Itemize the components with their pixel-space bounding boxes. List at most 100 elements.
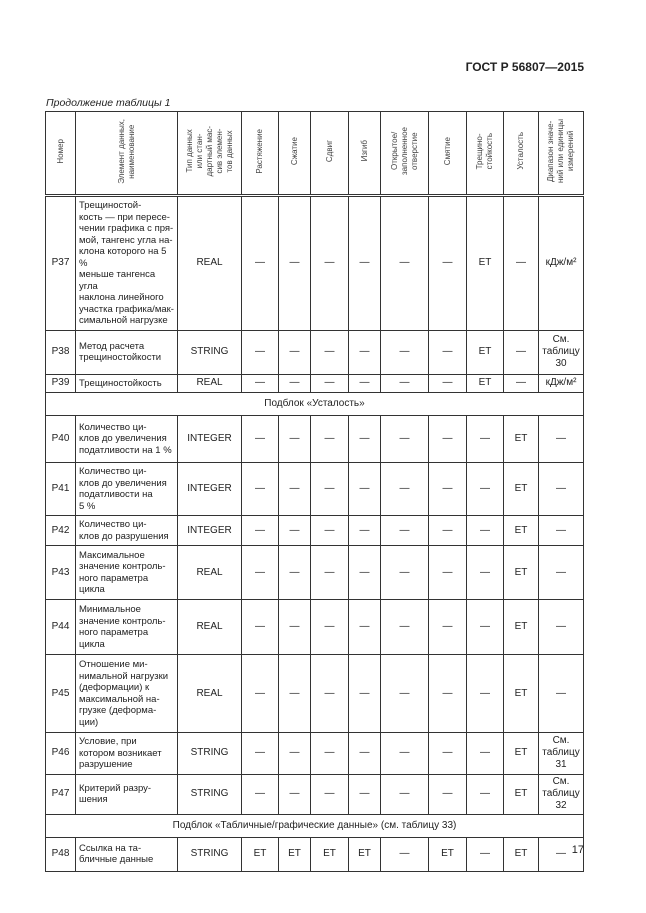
applicability-cell: — [428, 515, 467, 546]
applicability-cell: — [348, 773, 381, 815]
column-header: Номер [45, 111, 76, 197]
element-name: Отношение ми- нимальной нагрузки (деформ… [75, 654, 178, 733]
table-caption: Продолжение таблицы 1 [46, 97, 171, 109]
element-name: Минимальное значение контроль- ного пара… [75, 599, 178, 655]
applicability-cell: — [503, 329, 539, 375]
column-header-label: Сжатие [289, 136, 299, 166]
column-header: Трещино- стойкость [466, 111, 504, 197]
applicability-cell: — [310, 515, 349, 546]
row-number: P48 [45, 836, 76, 872]
column-header-label: Изгиб [359, 140, 369, 162]
column-header: Изгиб [348, 111, 381, 197]
value-range: — [538, 515, 584, 546]
row-number: P40 [45, 415, 76, 463]
applicability-cell: — [310, 654, 349, 733]
value-range: — [538, 599, 584, 655]
element-name: Ссылка на та- бличные данные [75, 836, 178, 872]
applicability-cell: — [310, 599, 349, 655]
element-name: Количество ци- клов до увеличения податл… [75, 415, 178, 463]
applicability-cell: — [428, 415, 467, 463]
applicability-cell: — [380, 329, 429, 375]
applicability-cell: — [278, 195, 311, 331]
value-range: — [538, 545, 584, 600]
applicability-cell: ET [348, 836, 381, 872]
applicability-cell: — [241, 545, 279, 600]
row-number: P39 [45, 373, 76, 393]
applicability-cell: ET [278, 836, 311, 872]
applicability-cell: — [348, 545, 381, 600]
applicability-cell: ET [503, 462, 539, 516]
applicability-cell: — [278, 515, 311, 546]
applicability-cell: ET [466, 195, 504, 331]
subblock-title: Подблок «Усталость» [45, 392, 584, 416]
applicability-cell: — [348, 373, 381, 393]
applicability-cell: — [278, 773, 311, 815]
page-number: 17 [571, 844, 584, 856]
applicability-cell: — [241, 599, 279, 655]
applicability-cell: — [241, 462, 279, 516]
applicability-cell: — [348, 599, 381, 655]
data-type: INTEGER [177, 415, 242, 463]
applicability-cell: — [380, 732, 429, 775]
applicability-cell: ET [503, 599, 539, 655]
applicability-cell: — [466, 836, 504, 872]
value-range: См. таблицу 32 [538, 773, 584, 815]
applicability-cell: — [310, 195, 349, 331]
applicability-cell: ET [503, 545, 539, 600]
applicability-cell: — [241, 415, 279, 463]
applicability-cell: — [278, 373, 311, 393]
applicability-cell: — [380, 836, 429, 872]
applicability-cell: — [466, 773, 504, 815]
applicability-cell: — [428, 773, 467, 815]
subblock-row: Подблок «Табличные/графические данные» (… [45, 813, 584, 838]
element-name: Метод расчета трещиностойкости [75, 329, 178, 375]
column-header: Тип данных или стан- дартный мас- сив эл… [177, 111, 242, 197]
column-header-label: Элемент данных, наименование [116, 118, 136, 184]
applicability-cell: — [466, 462, 504, 516]
applicability-cell: ET [241, 836, 279, 872]
applicability-cell: — [380, 462, 429, 516]
data-type: STRING [177, 773, 242, 815]
applicability-cell: ET [503, 654, 539, 733]
applicability-cell: — [380, 773, 429, 815]
applicability-cell: — [428, 545, 467, 600]
applicability-cell: — [241, 732, 279, 775]
table-row: P45 Отношение ми- нимальной нагрузки (де… [45, 654, 584, 733]
applicability-cell: — [310, 545, 349, 600]
applicability-cell: — [466, 515, 504, 546]
subblock-row: Подблок «Усталость» [45, 392, 584, 416]
column-header-label: Тип данных или стан- дартный мас- сив эл… [184, 125, 234, 177]
applicability-cell: — [348, 515, 381, 546]
table-row: P38 Метод расчета трещиностойкости STRING… [45, 329, 584, 375]
column-header-label: Открытое/ заполненное отверстие [389, 127, 419, 175]
applicability-cell: — [348, 462, 381, 516]
applicability-cell: — [310, 329, 349, 375]
data-type: STRING [177, 836, 242, 872]
table-row: P40 Количество ци- клов до увеличения по… [45, 415, 584, 463]
applicability-cell: ET [503, 415, 539, 463]
column-header-label: Растяжение [255, 128, 264, 174]
column-header: Сдвиг [310, 111, 349, 197]
column-header-label: Номер [55, 138, 65, 164]
applicability-cell: ET [503, 732, 539, 775]
value-range: — [538, 462, 584, 516]
table-row: P43 Максимальное значение контроль- ного… [45, 545, 584, 600]
column-header: Усталость [503, 111, 539, 197]
column-header-label: Сдвиг [324, 139, 334, 163]
column-header: Элемент данных, наименование [75, 111, 178, 197]
applicability-cell: — [278, 545, 311, 600]
data-type: REAL [177, 654, 242, 733]
data-type: INTEGER [177, 462, 242, 516]
data-type: REAL [177, 599, 242, 655]
applicability-cell: — [428, 599, 467, 655]
column-header: Сжатие [278, 111, 311, 197]
element-name: Максимальное значение контроль- ного пар… [75, 545, 178, 600]
table-row: P47 Критерий разру- шения STRING — — — — — — — ET… [45, 773, 584, 815]
data-type: STRING [177, 329, 242, 375]
applicability-cell: — [348, 195, 381, 331]
applicability-cell: — [348, 329, 381, 375]
applicability-cell: — [428, 373, 467, 393]
row-number: P44 [45, 599, 76, 655]
applicability-cell: — [278, 329, 311, 375]
element-name: Количество ци- клов до разрушения [75, 515, 178, 546]
